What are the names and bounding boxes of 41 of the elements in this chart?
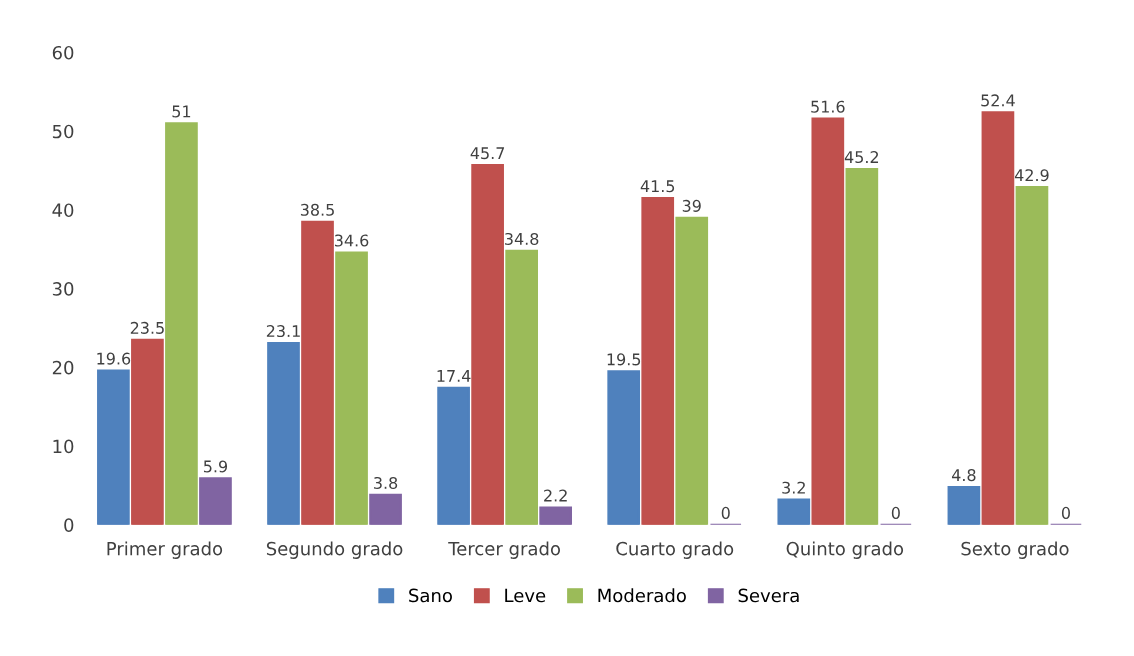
data-label: 38.5 bbox=[300, 203, 334, 216]
data-label: 51 bbox=[172, 105, 191, 118]
data-label: 3.2 bbox=[782, 481, 805, 494]
data-label: 2.2 bbox=[544, 489, 567, 502]
y-tick-label: 0 bbox=[64, 518, 74, 532]
data-label: 19.6 bbox=[97, 352, 131, 365]
y-tick-label: 30 bbox=[52, 282, 74, 296]
x-tick-label: Quinto grado bbox=[786, 541, 904, 559]
data-label: 51.6 bbox=[811, 100, 845, 113]
data-label: 41.5 bbox=[640, 180, 675, 193]
x-tick-label: Sexto grado bbox=[961, 541, 1069, 559]
x-tick-label: Cuarto grado bbox=[616, 541, 734, 559]
legend-label: Leve bbox=[505, 588, 546, 603]
data-label: 45.2 bbox=[844, 151, 879, 164]
y-tick-label: 20 bbox=[52, 360, 74, 375]
y-tick-label: 40 bbox=[52, 203, 74, 218]
data-label: 34.6 bbox=[334, 234, 369, 247]
data-label: 3.8 bbox=[374, 476, 398, 490]
legend-label: Severa bbox=[738, 588, 799, 603]
x-tick-label: Tercer grado bbox=[448, 541, 561, 559]
legend-label: Sano bbox=[409, 588, 452, 603]
data-label: 5.9 bbox=[203, 460, 228, 473]
data-label: 19.5 bbox=[607, 353, 641, 366]
data-label: 39 bbox=[682, 199, 701, 212]
y-tick-label: 50 bbox=[52, 124, 74, 139]
y-tick-label: 10 bbox=[53, 439, 74, 454]
data-label: 4.8 bbox=[951, 469, 976, 482]
x-tick-label: Segundo grado bbox=[266, 541, 403, 559]
data-label: 23.5 bbox=[130, 321, 164, 334]
y-tick-label: 60 bbox=[52, 45, 74, 60]
x-tick-label: Primer grado bbox=[107, 541, 223, 559]
data-label: 23.1 bbox=[266, 325, 300, 338]
legend-label: Moderado bbox=[598, 588, 686, 603]
data-label: 52.4 bbox=[981, 94, 1015, 107]
data-label: 45.7 bbox=[470, 147, 505, 160]
data-label: 34.8 bbox=[505, 232, 539, 245]
data-label: 42.9 bbox=[1014, 169, 1049, 182]
data-label: 0 bbox=[1061, 506, 1070, 519]
data-label: 0 bbox=[891, 506, 900, 519]
data-label: 17.4 bbox=[437, 370, 471, 382]
data-label: 0 bbox=[721, 506, 730, 519]
